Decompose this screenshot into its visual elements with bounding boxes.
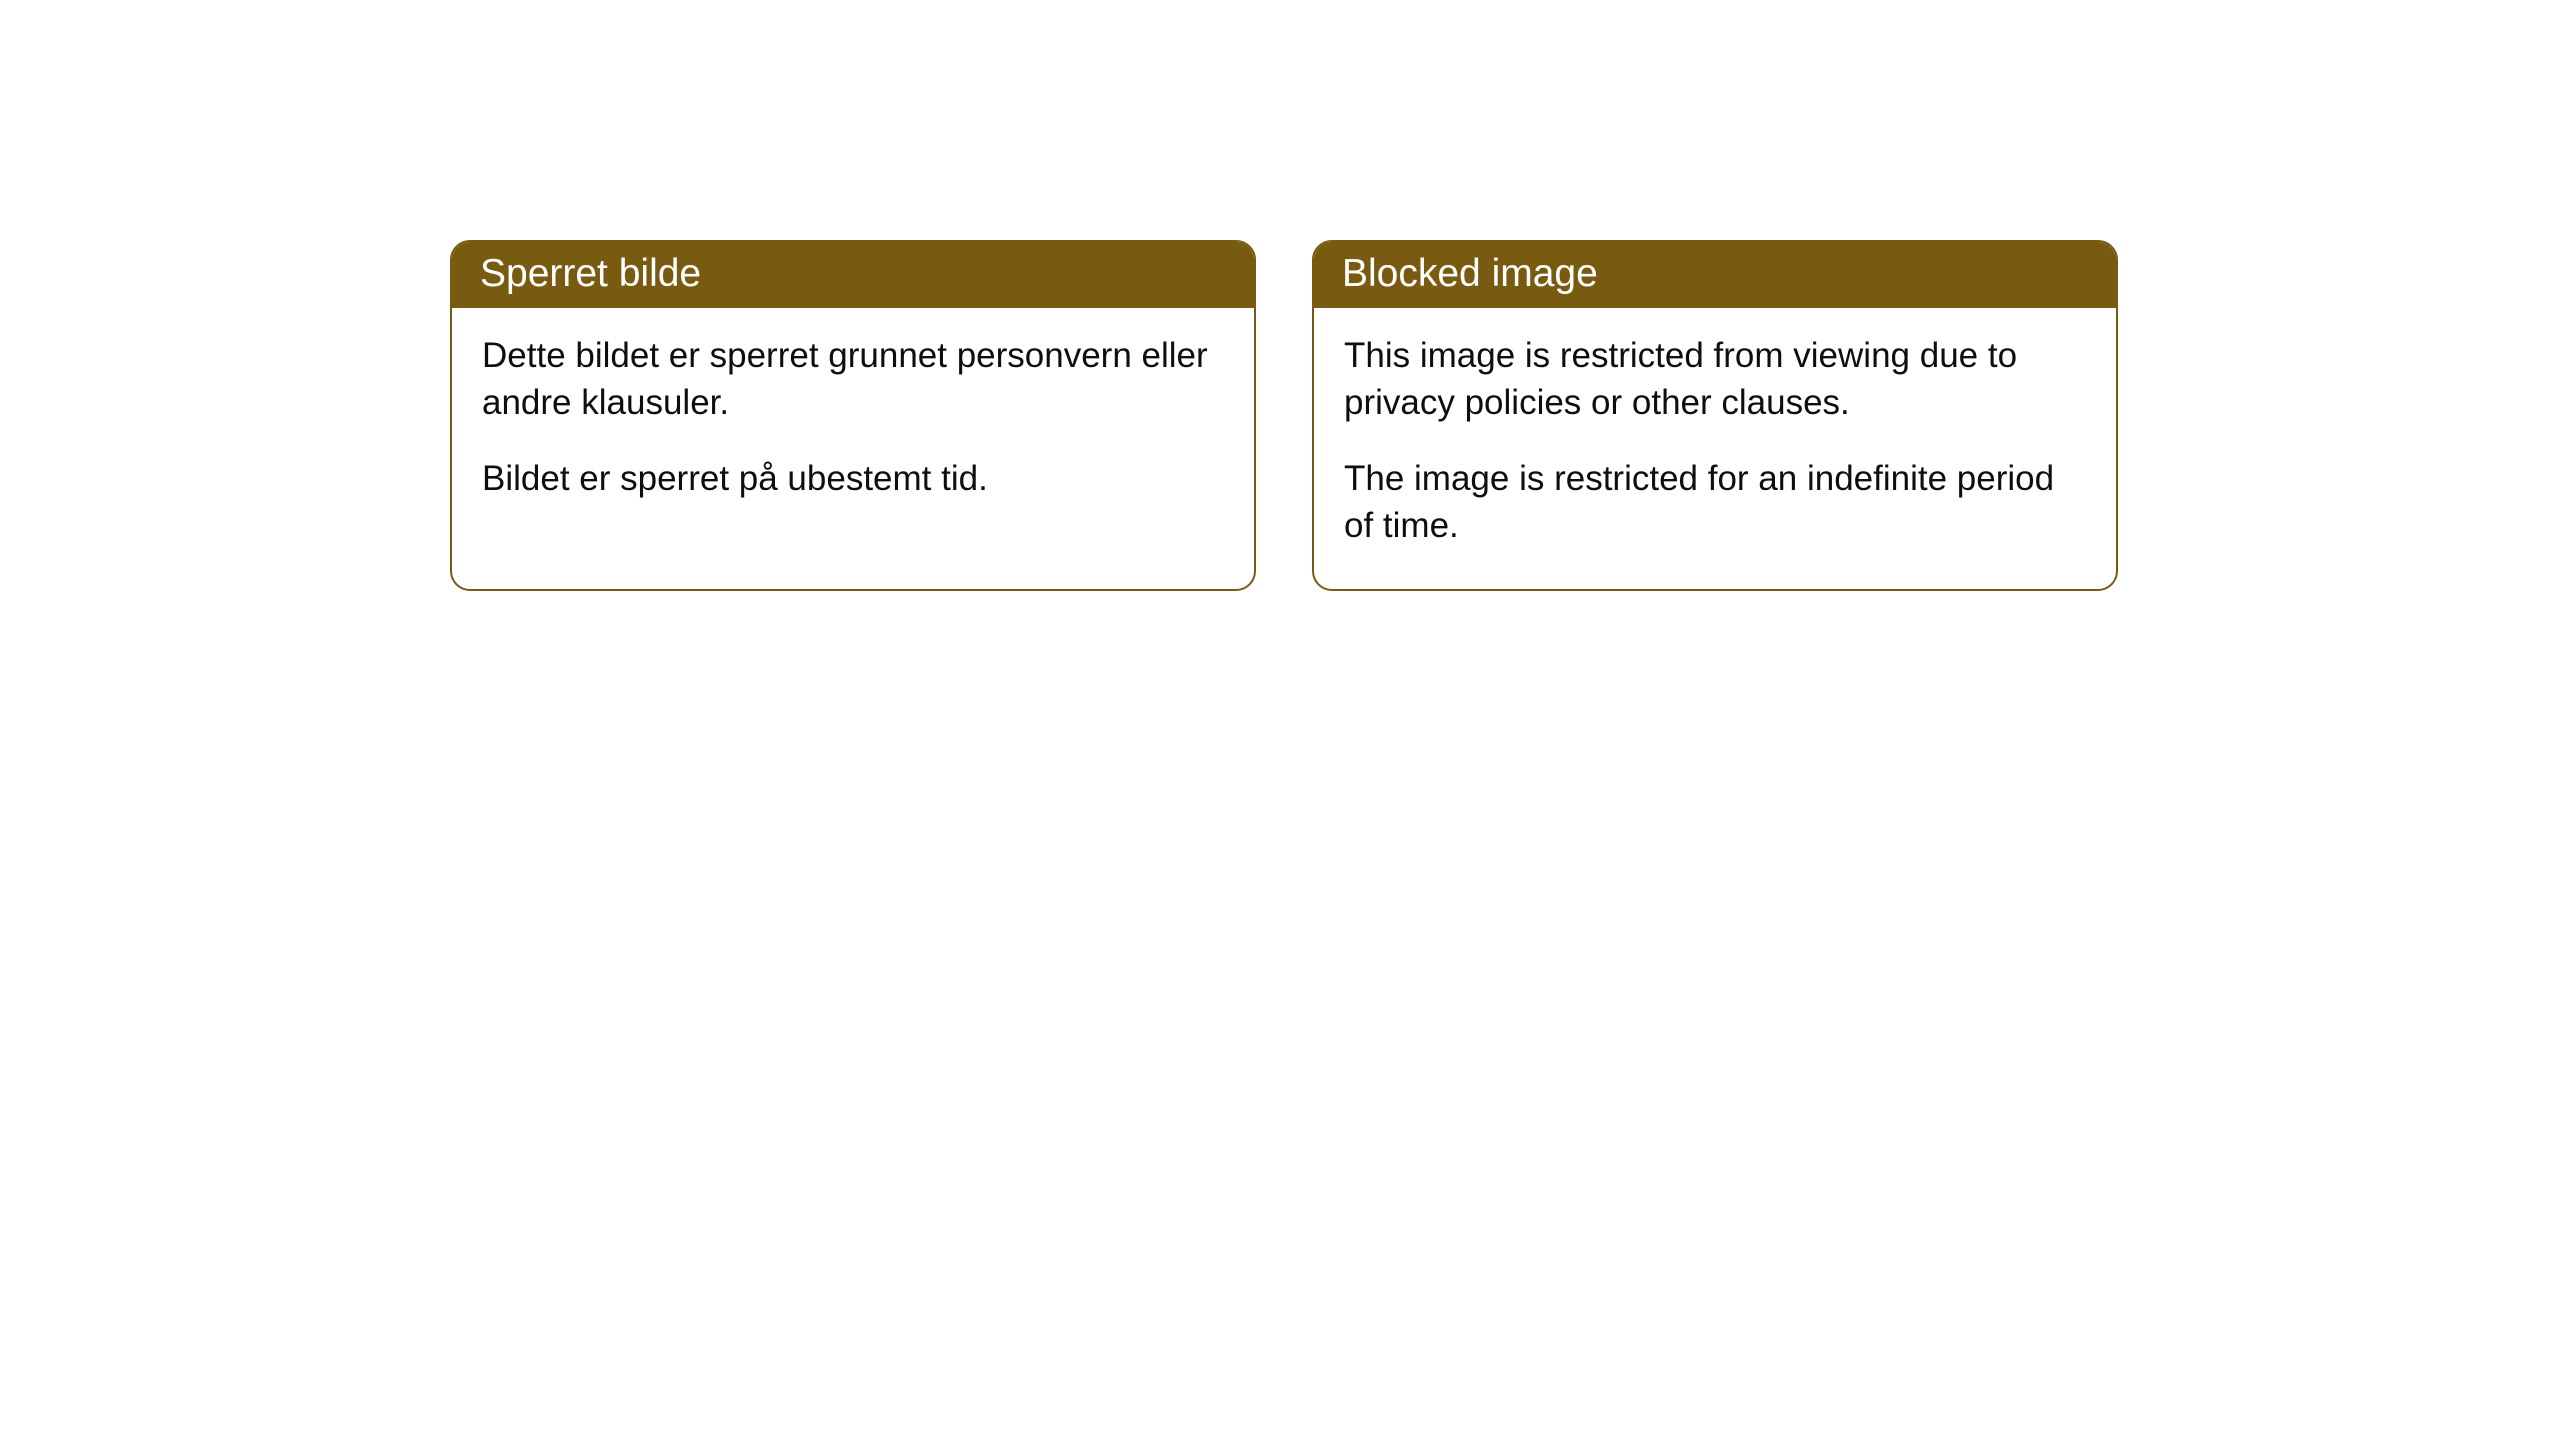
card-paragraph-1-english: This image is restricted from viewing du… (1344, 332, 2086, 427)
card-header-norwegian: Sperret bilde (452, 242, 1254, 308)
card-body-norwegian: Dette bildet er sperret grunnet personve… (452, 308, 1254, 542)
card-body-english: This image is restricted from viewing du… (1314, 308, 2116, 589)
card-header-english: Blocked image (1314, 242, 2116, 308)
card-paragraph-1-norwegian: Dette bildet er sperret grunnet personve… (482, 332, 1224, 427)
card-english: Blocked image This image is restricted f… (1312, 240, 2118, 591)
cards-container: Sperret bilde Dette bildet er sperret gr… (450, 240, 2118, 591)
card-paragraph-2-english: The image is restricted for an indefinit… (1344, 455, 2086, 550)
card-norwegian: Sperret bilde Dette bildet er sperret gr… (450, 240, 1256, 591)
card-paragraph-2-norwegian: Bildet er sperret på ubestemt tid. (482, 455, 1224, 502)
